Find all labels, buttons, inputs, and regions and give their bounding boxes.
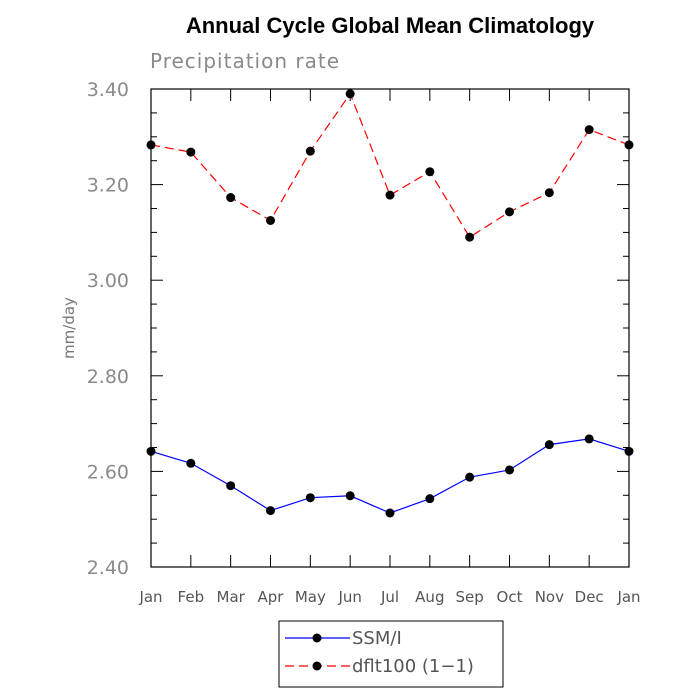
legend-marker	[312, 633, 322, 643]
data-point	[345, 89, 355, 99]
data-point	[465, 232, 475, 242]
data-point	[544, 440, 554, 450]
y-tick-label: 2.80	[87, 366, 129, 388]
x-tick-label: Sep	[456, 588, 484, 606]
data-point	[465, 472, 475, 482]
y-tick-label: 2.60	[87, 461, 129, 483]
data-point	[624, 140, 634, 150]
legend-marker	[312, 661, 322, 671]
plot-axes: 2.40 2.60 2.80 3.00 3.20 3.40 Jan Feb Mar Apr May J…	[87, 79, 641, 606]
series-line	[150, 438, 630, 514]
legend-item-2: dflt100 (1−1)	[285, 656, 474, 677]
y-tick-label: 3.40	[87, 79, 129, 101]
x-tick-label: Apr	[258, 588, 285, 606]
data-point	[584, 125, 594, 135]
data-point	[624, 446, 634, 456]
data-point	[505, 465, 514, 475]
y-tick-label: 3.20	[87, 175, 129, 197]
data-point	[544, 188, 554, 198]
data-point	[186, 458, 196, 468]
x-tick-label: Jun	[337, 588, 361, 606]
data-point	[146, 446, 156, 456]
chart-title: Annual Cycle Global Mean Climatology	[186, 13, 595, 38]
legend-box	[278, 620, 504, 688]
x-tick-label: Jul	[380, 588, 399, 606]
x-tick-label: Feb	[178, 588, 205, 606]
x-tick-label: Aug	[415, 588, 444, 606]
x-tick-label: Oct	[497, 588, 523, 606]
data-point	[385, 508, 395, 518]
y-tick-label: 2.40	[87, 557, 129, 579]
data-point	[186, 147, 196, 157]
x-tick-label: Mar	[217, 588, 246, 606]
x-tick-label: May	[295, 588, 326, 606]
data-point	[584, 434, 594, 444]
data-point	[266, 506, 275, 516]
data-point	[226, 481, 236, 491]
x-tick-label: Jan	[616, 588, 640, 606]
series-line	[150, 92, 630, 239]
chart-subtitle: Precipitation rate	[150, 49, 340, 73]
x-tick-label: Nov	[535, 588, 564, 606]
legend-label: SSM/I	[352, 628, 402, 649]
data-point	[305, 146, 315, 156]
data-point	[305, 493, 315, 503]
data-point	[425, 167, 435, 177]
legend-item-1: SSM/I	[285, 628, 402, 649]
y-axis-label: mm/day	[60, 297, 78, 359]
x-tick-label: Jan	[138, 588, 162, 606]
series-1	[146, 434, 634, 518]
plot-frame	[150, 88, 630, 568]
data-point	[226, 193, 236, 203]
data-point	[266, 215, 275, 225]
data-point	[425, 494, 435, 504]
data-point	[146, 140, 156, 150]
data-point	[345, 491, 355, 501]
legend-label: dflt100 (1−1)	[352, 656, 474, 677]
x-tick-label: Dec	[575, 588, 604, 606]
legend-items: SSM/I dflt100 (1−1)	[285, 628, 474, 677]
series-layer	[146, 89, 634, 518]
y-tick-label: 3.00	[87, 270, 129, 292]
data-point	[505, 207, 514, 217]
data-point	[385, 190, 395, 200]
legend: SSM/I dflt100 (1−1)	[278, 620, 504, 688]
series-2	[146, 89, 634, 242]
